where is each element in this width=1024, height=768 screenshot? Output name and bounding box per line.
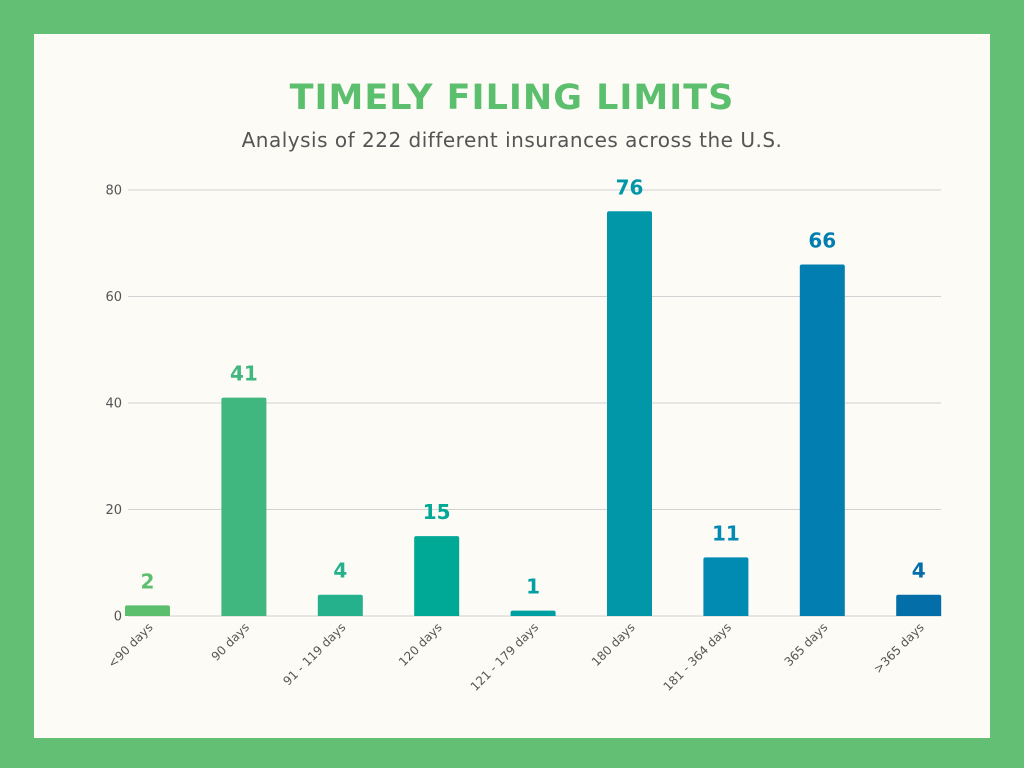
data-label: 66 (808, 229, 836, 253)
y-tick-label: 80 (105, 184, 122, 199)
x-tick-label: 180 days (589, 620, 638, 669)
y-axis-ticks: 0 20 40 60 80 (105, 184, 122, 625)
y-tick-label: 40 (105, 397, 122, 412)
data-label: 4 (912, 559, 926, 583)
bars (125, 211, 942, 617)
x-tick-label: 181 - 364 days (661, 620, 734, 693)
bar (510, 610, 556, 616)
data-label: 4 (333, 559, 347, 583)
x-axis-categories: <90 days 90 days 91 - 119 days 120 days 121 … (105, 620, 927, 693)
bar (703, 557, 749, 616)
bar (896, 594, 942, 616)
y-tick-label: 20 (105, 503, 122, 518)
data-label: 1 (526, 575, 540, 599)
bar (799, 264, 845, 616)
bar (125, 605, 170, 616)
data-label: 11 (712, 521, 740, 545)
x-tick-label: 91 - 119 days (280, 620, 348, 688)
chart-title: TIMELY FILING LIMITS (289, 78, 735, 118)
data-label: 76 (616, 175, 644, 199)
x-tick-label: 120 days (396, 620, 445, 669)
bar (221, 397, 267, 616)
chart-subtitle: Analysis of 222 different insurances acr… (241, 128, 783, 152)
data-label: 15 (423, 500, 451, 524)
y-tick-label: 60 (105, 290, 122, 305)
bar (414, 536, 460, 616)
bar (317, 594, 363, 616)
value-labels: 2 41 4 15 1 76 11 66 4 (141, 175, 926, 598)
x-tick-label: 121 - 179 days (468, 620, 541, 693)
x-tick-label: 365 days (782, 620, 831, 669)
x-tick-label: >365 days (871, 620, 927, 676)
data-label: 2 (141, 569, 155, 593)
x-tick-label: 90 days (209, 620, 252, 663)
bar (607, 211, 652, 617)
x-tick-label: <90 days (105, 620, 156, 671)
data-label: 41 (230, 362, 258, 386)
y-tick-label: 0 (114, 610, 122, 625)
